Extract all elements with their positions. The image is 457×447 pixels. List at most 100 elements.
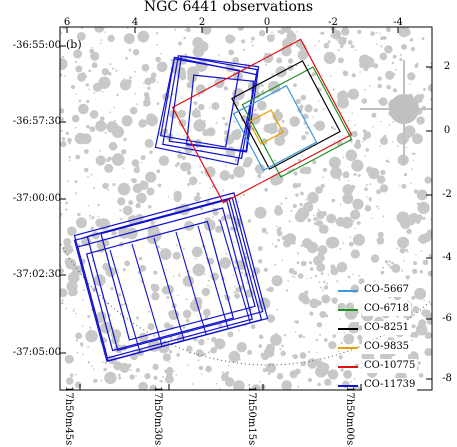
star [88,88,90,91]
star [81,299,84,302]
star [130,233,135,238]
star [353,378,356,380]
star [128,48,132,52]
observation-footprint [86,196,264,352]
star [143,104,146,107]
bottom-tick-label: 17h50m15s [246,386,257,446]
star [343,70,346,74]
star [103,184,106,187]
star [139,264,147,272]
star [81,72,86,77]
star [292,203,297,209]
star [135,368,141,373]
star [315,186,323,194]
star [323,285,329,290]
star [254,206,267,219]
star [349,236,352,238]
star [177,109,186,119]
star [330,34,333,37]
star [161,156,164,160]
star [85,83,89,87]
star [323,51,336,64]
star [375,31,378,34]
star [91,46,94,49]
star [301,296,310,305]
star [224,134,235,145]
star [130,178,133,181]
star [109,111,112,114]
star [146,114,159,127]
star [411,339,414,341]
star [417,361,421,365]
star [227,124,229,126]
observation-footprint [248,109,284,145]
star [128,76,132,79]
star [164,369,169,374]
star [168,361,171,364]
star [401,269,404,272]
star [227,364,230,367]
star [215,121,218,124]
star [228,350,241,363]
star [101,361,104,363]
star [205,199,211,205]
star [147,205,152,209]
star [314,221,318,226]
star [420,250,423,252]
star [158,155,170,166]
star [291,275,294,278]
star [267,36,270,39]
star [323,42,330,49]
star [160,247,163,250]
star [140,353,143,356]
star [327,40,331,44]
star [376,236,385,245]
star [243,159,252,168]
star [359,71,362,73]
star [396,247,398,250]
star [377,76,382,81]
star [351,112,354,115]
star [272,110,283,122]
star [76,223,80,227]
star [87,175,89,178]
star [414,355,418,358]
star [74,126,77,129]
star [200,170,204,174]
star [77,70,80,73]
star [187,364,190,367]
star [75,373,77,376]
bottom-tick-label: 17h50m00s [344,386,355,446]
star [347,275,351,279]
star [131,178,137,184]
star [62,244,73,255]
star [397,316,399,318]
star [68,156,71,159]
star [139,124,143,128]
star [378,97,388,106]
star [164,377,169,382]
star [384,45,393,54]
star [120,218,123,221]
star [162,376,164,378]
star [118,373,121,377]
star [207,338,210,340]
star [261,352,269,361]
star [423,88,426,91]
star [310,277,313,279]
star [287,171,289,173]
star [108,72,112,76]
star [247,219,252,223]
star [96,127,100,130]
star [143,99,151,107]
star [121,303,124,306]
star [234,293,240,299]
star [149,384,158,390]
star [160,52,162,55]
star [78,99,82,103]
star [391,141,394,143]
star [321,211,327,217]
star [219,170,231,181]
star [139,200,142,203]
star [199,106,203,110]
